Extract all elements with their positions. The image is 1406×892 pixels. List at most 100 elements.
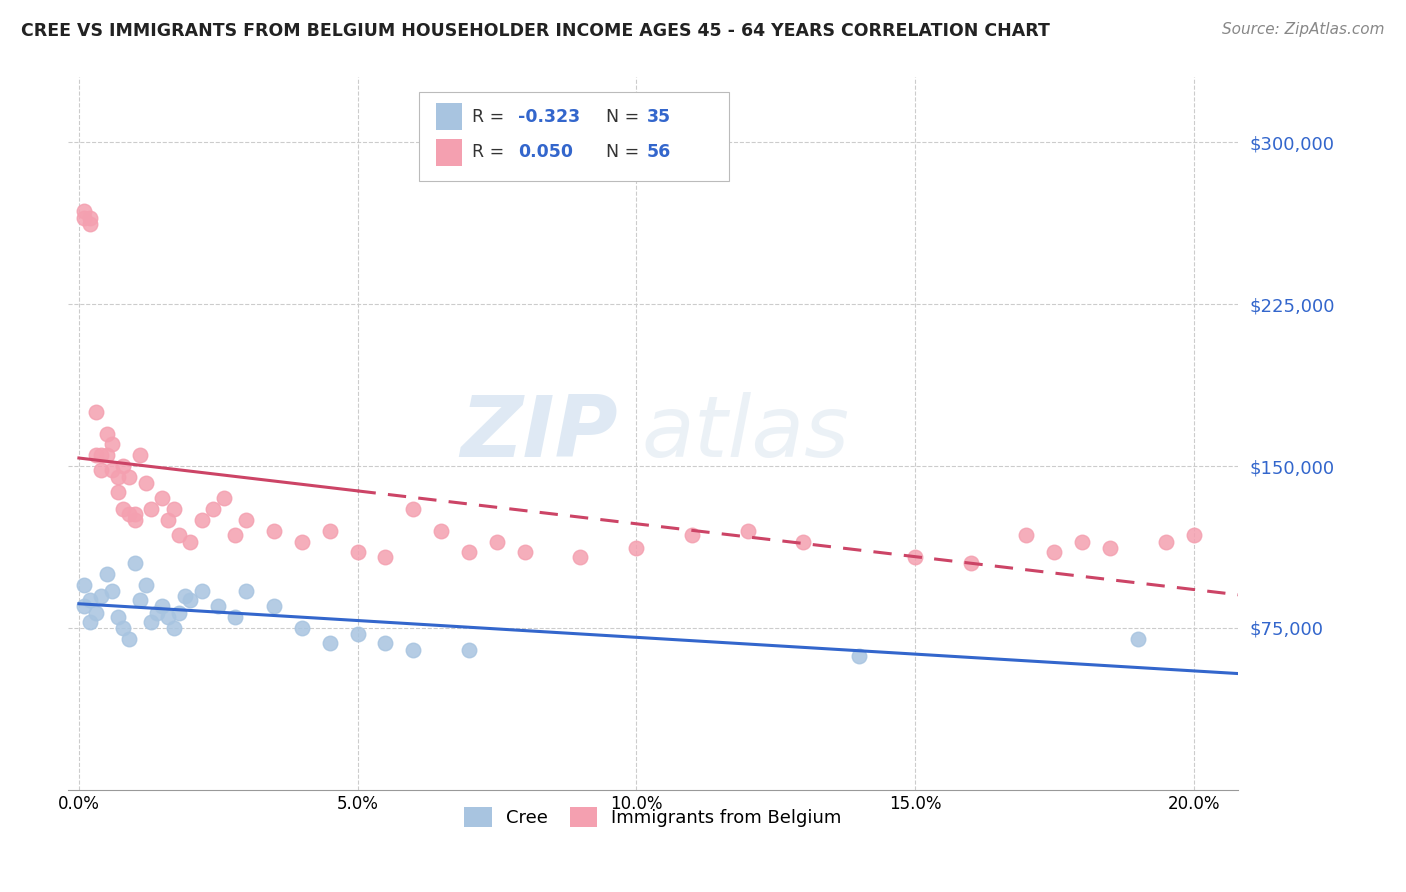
Point xyxy=(90,448,112,462)
Text: CREE VS IMMIGRANTS FROM BELGIUM HOUSEHOLDER INCOME AGES 45 - 64 YEARS CORRELATIO: CREE VS IMMIGRANTS FROM BELGIUM HOUSEHOL… xyxy=(21,22,1050,40)
Point xyxy=(96,567,118,582)
Point xyxy=(112,502,135,516)
Point xyxy=(346,627,368,641)
Point xyxy=(224,528,246,542)
Point xyxy=(263,524,285,538)
Point xyxy=(179,534,201,549)
Point xyxy=(124,556,146,570)
Point xyxy=(485,534,508,549)
Point xyxy=(190,513,212,527)
Point xyxy=(374,549,396,564)
Point xyxy=(90,589,112,603)
Point xyxy=(513,545,536,559)
Text: R =: R = xyxy=(471,144,509,161)
Point xyxy=(681,528,703,542)
Point xyxy=(737,524,759,538)
Point xyxy=(84,448,107,462)
Point xyxy=(212,491,235,506)
Point xyxy=(235,513,257,527)
Text: 35: 35 xyxy=(647,108,671,126)
Point xyxy=(124,513,146,527)
Point xyxy=(73,204,96,219)
Point xyxy=(135,578,157,592)
Point xyxy=(96,448,118,462)
Point xyxy=(157,610,180,624)
Point xyxy=(96,426,118,441)
Point xyxy=(1126,632,1149,646)
Point xyxy=(162,621,184,635)
Point xyxy=(224,610,246,624)
Text: R =: R = xyxy=(471,108,509,126)
Point xyxy=(346,545,368,559)
FancyBboxPatch shape xyxy=(436,103,463,130)
Point xyxy=(135,476,157,491)
Text: ZIP: ZIP xyxy=(460,392,617,475)
Point xyxy=(112,621,135,635)
Point xyxy=(1154,534,1177,549)
Point xyxy=(1071,534,1094,549)
Point xyxy=(79,211,101,225)
Point xyxy=(318,524,340,538)
Text: N =: N = xyxy=(606,108,645,126)
Point xyxy=(152,599,174,614)
Point xyxy=(129,448,152,462)
Point xyxy=(904,549,927,564)
Point xyxy=(141,502,163,516)
Point xyxy=(291,621,314,635)
Point xyxy=(626,541,648,555)
Point xyxy=(167,528,190,542)
Point xyxy=(263,599,285,614)
Point xyxy=(173,589,195,603)
Point xyxy=(458,545,481,559)
Point xyxy=(569,549,592,564)
Point xyxy=(84,405,107,419)
Point xyxy=(152,491,174,506)
FancyBboxPatch shape xyxy=(419,92,730,181)
Point xyxy=(402,502,425,516)
Point xyxy=(1098,541,1121,555)
Point xyxy=(959,556,981,570)
Point xyxy=(374,636,396,650)
Point xyxy=(792,534,814,549)
Point xyxy=(146,606,169,620)
Point xyxy=(402,642,425,657)
Point xyxy=(107,470,129,484)
Text: 56: 56 xyxy=(647,144,671,161)
FancyBboxPatch shape xyxy=(436,139,463,166)
Point xyxy=(848,648,870,663)
Point xyxy=(1043,545,1066,559)
Point xyxy=(291,534,314,549)
Point xyxy=(235,584,257,599)
Point xyxy=(124,507,146,521)
Point xyxy=(179,593,201,607)
Point xyxy=(162,502,184,516)
Point xyxy=(141,615,163,629)
Point xyxy=(129,593,152,607)
Point xyxy=(79,615,101,629)
Point xyxy=(318,636,340,650)
Point xyxy=(73,211,96,225)
Text: N =: N = xyxy=(606,144,645,161)
Point xyxy=(430,524,453,538)
Point xyxy=(458,642,481,657)
Point xyxy=(1015,528,1038,542)
Point xyxy=(79,217,101,231)
Point xyxy=(167,606,190,620)
Point xyxy=(101,584,124,599)
Text: Source: ZipAtlas.com: Source: ZipAtlas.com xyxy=(1222,22,1385,37)
Point xyxy=(84,606,107,620)
Point xyxy=(157,513,180,527)
Text: atlas: atlas xyxy=(641,392,849,475)
Point xyxy=(112,458,135,473)
Point xyxy=(101,463,124,477)
Point xyxy=(90,463,112,477)
Point xyxy=(118,632,141,646)
Point xyxy=(118,470,141,484)
Point xyxy=(118,507,141,521)
Legend: Cree, Immigrants from Belgium: Cree, Immigrants from Belgium xyxy=(457,800,849,834)
Text: -0.323: -0.323 xyxy=(519,108,581,126)
Point xyxy=(1182,528,1205,542)
Point xyxy=(79,593,101,607)
Point xyxy=(101,437,124,451)
Point xyxy=(190,584,212,599)
